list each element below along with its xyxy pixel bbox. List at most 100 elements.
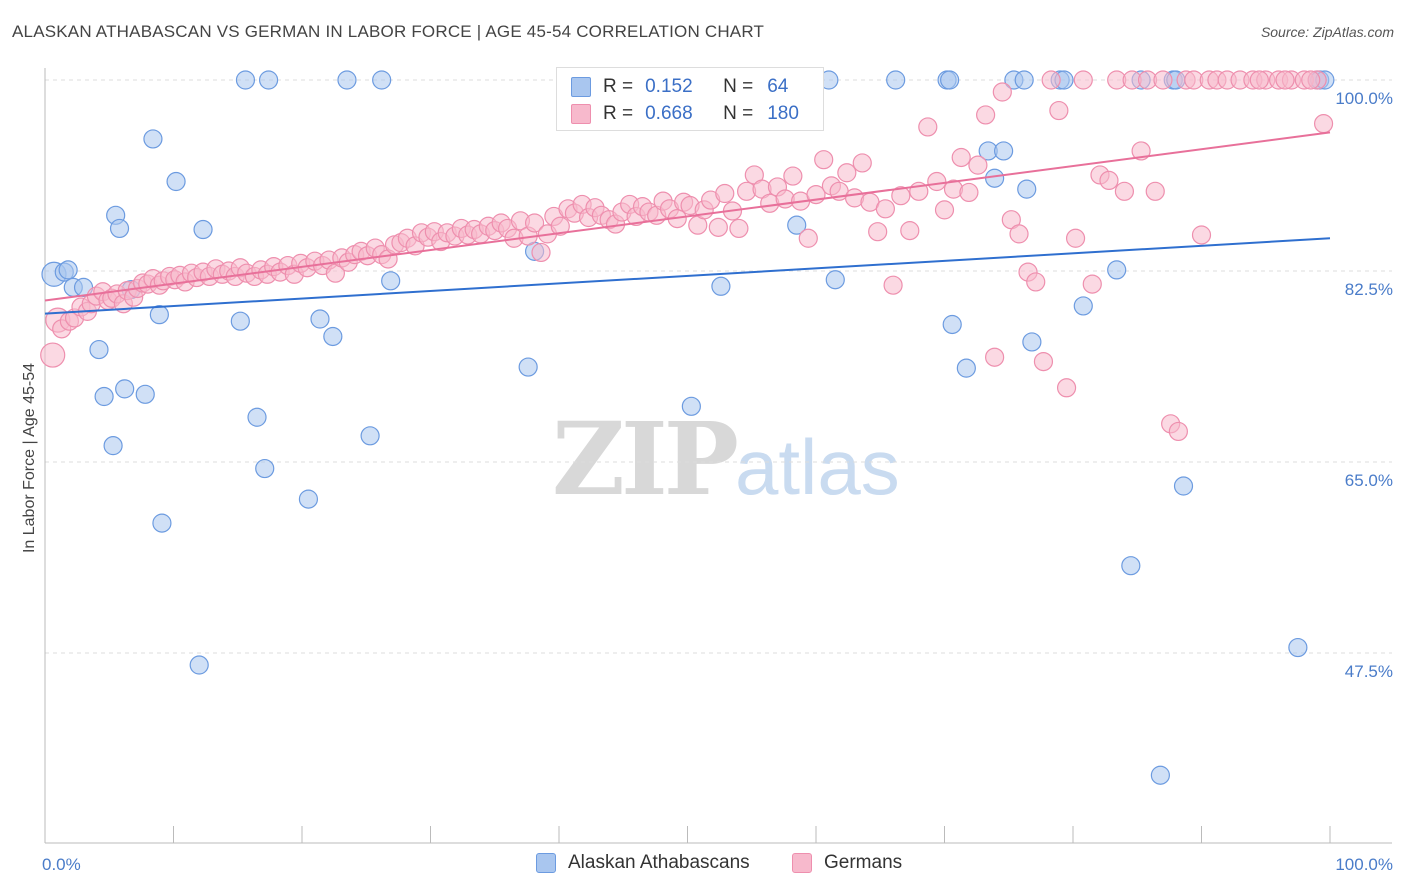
point-alaskan-athabascan (235, 70, 256, 90)
point-german (1033, 351, 1054, 372)
trend-lines (44, 131, 1331, 315)
stats-legend: R = 0.152 N = 64 R = 0.668 N = 180 (556, 67, 824, 131)
point-german (1131, 141, 1151, 161)
bottom-legend-label: Germans (824, 852, 903, 873)
point-german (1073, 70, 1093, 90)
point-german (729, 218, 749, 239)
point-alaskan-athabascan (258, 70, 279, 90)
point-alaskan-athabascan (193, 219, 213, 240)
point-alaskan-athabascan (1073, 296, 1093, 316)
legend-swatch-blue (571, 77, 591, 97)
bottom-legend-swatch-blue (536, 853, 556, 873)
point-alaskan-athabascan (166, 171, 186, 192)
point-alaskan-athabascan (1017, 179, 1037, 199)
y-axis-label: In Labor Force | Age 45-54 (21, 363, 38, 553)
point-alaskan-athabascan (337, 70, 357, 90)
point-german (1313, 114, 1334, 134)
point-german (883, 275, 903, 295)
point-german (1082, 274, 1102, 294)
point-alaskan-athabascan (1014, 70, 1034, 90)
point-alaskan-athabascan (189, 655, 209, 675)
point-german (951, 147, 971, 168)
point-german (550, 216, 570, 236)
point-alaskan-athabascan (115, 379, 135, 399)
point-alaskan-athabascan (787, 215, 807, 235)
legend-n-value: 64 (767, 76, 789, 97)
point-alaskan-athabascan (149, 305, 169, 325)
point-alaskan-athabascan (1022, 332, 1042, 352)
point-german (1153, 70, 1173, 90)
y-tick-label: 65.0% (1345, 471, 1393, 490)
point-german (814, 150, 834, 170)
point-german (992, 82, 1012, 102)
legend-n-label: N = (723, 103, 754, 124)
point-alaskan-athabascan (711, 276, 731, 296)
point-german (934, 200, 955, 220)
y-tick-label: 47.5% (1345, 662, 1393, 681)
bottom-legend-alaskan: Alaskan Athabascans (536, 852, 750, 874)
grid-lines (45, 79, 1392, 654)
point-alaskan-athabascan (310, 309, 330, 329)
legend-swatch-pink (571, 104, 591, 124)
point-german (1009, 224, 1029, 244)
watermark-atlas: atlas (734, 423, 900, 511)
legend-r-label: R = (603, 103, 634, 124)
tick-labels: 100.0% 82.5% 65.0% 47.5% 0.0% 100.0% (42, 89, 1393, 874)
point-german (783, 166, 803, 186)
watermark: ZIPatlas (552, 400, 900, 518)
point-german (1099, 170, 1119, 191)
point-german (968, 155, 988, 175)
point-german (1065, 228, 1086, 248)
point-alaskan-athabascan (372, 70, 392, 90)
point-alaskan-athabascan (1150, 765, 1170, 785)
point-german (900, 221, 920, 241)
series-germans (40, 70, 1334, 442)
bottom-legend-swatch-pink (792, 853, 812, 873)
point-german (868, 222, 888, 242)
axes (44, 68, 1392, 844)
trend-line-alaskan-athabascans (44, 237, 1331, 315)
bottom-legend-germans: Germans (792, 852, 902, 874)
point-german (708, 217, 728, 237)
legend-r-value: 0.668 (645, 103, 693, 124)
legend-n-label: N = (723, 76, 754, 97)
point-alaskan-athabascan (58, 260, 78, 280)
point-alaskan-athabascan (681, 396, 701, 416)
point-alaskan-athabascan (323, 326, 343, 347)
point-alaskan-athabascan (942, 314, 962, 335)
point-alaskan-athabascan (298, 489, 319, 509)
point-alaskan-athabascan (994, 141, 1014, 161)
point-alaskan-athabascan (143, 129, 163, 149)
point-alaskan-athabascan (247, 407, 267, 427)
point-alaskan-athabascan (360, 426, 380, 446)
point-german (1049, 100, 1069, 121)
point-alaskan-athabascan (89, 339, 109, 360)
point-german (1145, 181, 1165, 201)
point-alaskan-athabascan (109, 218, 130, 239)
trend-line-germans (44, 131, 1331, 302)
point-german (918, 117, 938, 137)
point-german (1041, 70, 1061, 90)
legend-row-germans: R = 0.668 N = 180 (571, 102, 799, 126)
point-alaskan-athabascan (152, 513, 172, 533)
y-tick-label: 82.5% (1345, 280, 1393, 299)
point-german (1056, 378, 1077, 398)
point-alaskan-athabascan (940, 70, 960, 90)
point-alaskan-athabascan (1121, 556, 1141, 576)
point-alaskan-athabascan (518, 357, 538, 377)
point-alaskan-athabascan (135, 384, 155, 404)
point-alaskan-athabascan (886, 70, 906, 90)
point-german (927, 171, 947, 192)
point-german (1249, 70, 1269, 90)
point-alaskan-athabascan (1173, 476, 1194, 496)
point-german (985, 347, 1005, 367)
legend-r-label: R = (603, 76, 634, 97)
point-german (1301, 70, 1321, 90)
legend-n-value: 180 (767, 103, 799, 124)
point-alaskan-athabascan (825, 270, 845, 290)
point-alaskan-athabascan (381, 271, 401, 291)
chart-title: ALASKAN ATHABASCAN VS GERMAN IN LABOR FO… (12, 22, 765, 41)
point-german (40, 342, 66, 368)
y-tick-label: 100.0% (1335, 89, 1393, 108)
